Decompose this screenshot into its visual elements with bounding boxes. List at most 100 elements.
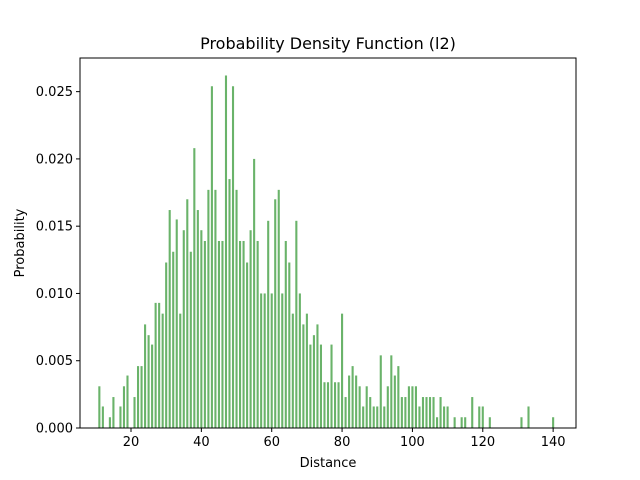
bar [228,179,231,428]
bar [154,302,157,428]
bar [221,240,224,428]
bar [428,397,432,428]
x-tick-label: 60 [263,435,280,450]
bar [112,397,115,428]
bar [358,386,361,428]
x-axis-ticks: 20 40 60 80 100 120 140 [123,428,566,450]
x-tick-label: 100 [400,435,425,450]
bar [400,397,403,428]
bar [348,375,351,428]
bar [168,210,171,428]
bar [407,386,410,428]
bar [295,220,298,428]
bar [126,375,129,428]
bar [362,406,365,428]
bar [330,344,333,428]
bar [147,335,150,428]
bar [390,355,393,428]
bar [355,375,358,428]
bar [136,366,140,428]
bar [253,158,256,428]
bar [140,366,143,428]
bar [249,230,252,428]
bar [418,406,421,428]
bar [274,199,277,428]
bar [260,293,263,428]
bar [319,344,323,428]
bar [203,240,206,428]
bar [443,406,446,428]
y-axis-ticks: 0.000 0.005 0.010 0.015 0.020 0.025 [36,85,80,437]
bar [481,406,484,428]
bar [386,386,389,428]
bar [383,406,386,428]
bar [376,406,379,428]
bar [101,406,104,428]
bar [333,382,337,428]
y-tick-label: 0.005 [36,354,73,369]
bar [323,382,326,428]
bar [182,230,185,428]
bar [460,417,463,428]
bar [404,397,407,428]
bar [108,417,111,428]
bar [439,397,442,428]
bar [217,240,220,428]
bar [337,382,340,428]
bar [527,406,530,428]
bar [207,189,210,428]
bar [242,240,245,428]
bar [326,382,330,428]
bar [288,262,291,428]
bar [351,366,354,428]
bar [393,375,396,428]
bar [281,293,284,428]
bar [224,75,228,429]
bar [312,335,315,428]
bar [432,397,435,428]
bar [446,406,449,428]
bar [478,406,481,428]
bar [309,344,312,428]
bar [239,240,242,428]
bar [552,417,555,428]
bar [172,251,175,428]
x-tick-label: 140 [541,435,566,450]
bar [436,417,439,428]
x-tick-label: 40 [193,435,210,450]
chart-title: Probability Density Function (l2) [200,34,456,53]
bar [277,189,280,428]
bar [397,366,400,428]
y-tick-label: 0.020 [36,152,73,167]
plot-frame [79,57,577,429]
bar [341,313,344,428]
y-tick-label: 0.025 [36,85,73,100]
bar [298,293,301,428]
bar [133,397,136,428]
bar [193,148,196,428]
x-axis-title: Distance [300,456,357,471]
bar [189,251,192,428]
bar [379,355,382,428]
bar [186,199,189,428]
bar [471,397,474,428]
bar [214,189,217,428]
bar [210,86,213,428]
bar [411,386,414,428]
bar [267,220,270,428]
bar [246,262,249,428]
bar [256,240,259,428]
bar [302,324,305,428]
bar [161,313,164,428]
x-tick-label: 80 [334,435,351,450]
bar [270,293,273,428]
bar [98,386,101,428]
x-tick-label: 120 [470,435,495,450]
y-axis-title: Probability [13,208,28,277]
y-tick-label: 0.000 [36,422,73,437]
bar [122,386,126,428]
bar [414,386,417,428]
bar [316,324,319,428]
